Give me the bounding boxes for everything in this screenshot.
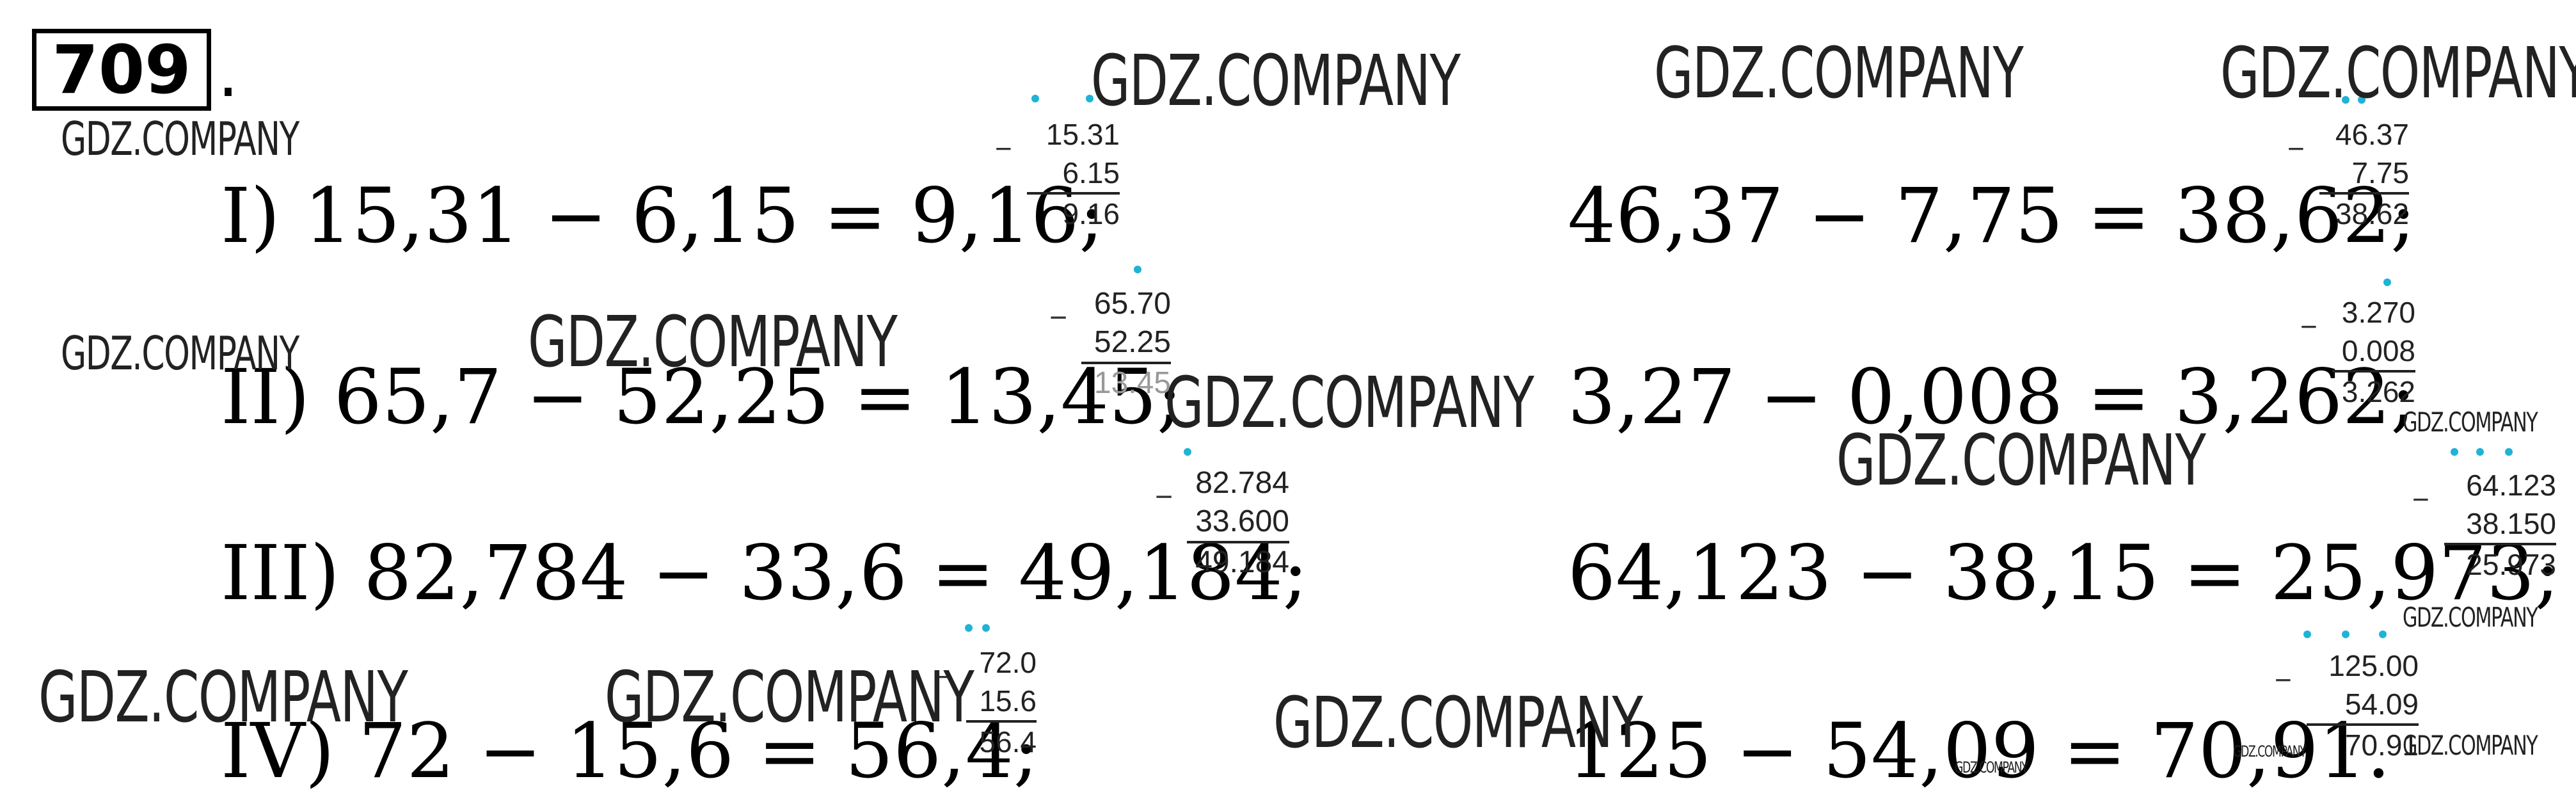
- equation-1: I) 15,31 − 6,15 = 9,16;: [221, 172, 1104, 260]
- minuend: 125.00: [2328, 649, 2419, 682]
- minus-sign: −: [1049, 301, 1068, 335]
- watermark: GDZ.COMPANY: [38, 656, 408, 738]
- subtrahend: 0.008: [2341, 334, 2415, 367]
- watermark: GDZ.COMPANY: [605, 656, 974, 738]
- watermark: GDZ.COMPANY: [2403, 730, 2538, 761]
- carry-dot: [2476, 448, 2484, 456]
- minus-sign: −: [995, 132, 1012, 165]
- difference: 38.62: [2319, 192, 2409, 233]
- carry-dot: [2379, 630, 2387, 638]
- carry-dot: [1031, 95, 1039, 102]
- watermark: GDZ.COMPANY: [1654, 32, 2024, 114]
- difference: 3.262: [2332, 370, 2415, 411]
- minus-sign: −: [934, 660, 951, 693]
- minus-sign: −: [2300, 310, 2318, 343]
- subtrahend: 33.600: [1195, 504, 1289, 538]
- subtrahend: 6.15: [1062, 156, 1120, 189]
- equation-3: III) 82,784 − 33,6 = 49,184;: [221, 529, 1308, 617]
- watermark: GDZ.COMPANY: [2403, 406, 2538, 438]
- minus-sign: −: [2287, 132, 2305, 165]
- difference: 56.4: [966, 720, 1037, 761]
- column-subtraction-6: − 3.270 0.008 3.262: [2300, 293, 2415, 411]
- watermark: GDZ.COMPANY: [2220, 32, 2576, 114]
- watermark: GDZ.COMPANY: [61, 112, 299, 166]
- carry-dot: [965, 624, 973, 632]
- column-subtraction-5: − 46.37 7.75 38.62: [2287, 115, 2409, 233]
- carry-dot: [2383, 278, 2391, 286]
- carry-dot: [1184, 448, 1191, 456]
- carry-dot: [1134, 266, 1141, 273]
- carry-dot: [2303, 630, 2311, 638]
- difference: 9.16: [1027, 192, 1120, 233]
- subtrahend: 38.150: [2466, 507, 2556, 540]
- column-subtraction-2: − 65.70 52.25 13.45: [1049, 285, 1171, 403]
- subtrahend: 7.75: [2351, 156, 2409, 189]
- subtrahend: 15.6: [979, 684, 1037, 718]
- minuend: 64.123: [2466, 469, 2556, 502]
- column-subtraction-8: − 125.00 54.09 70.91: [2275, 646, 2419, 764]
- minus-sign: −: [2275, 663, 2292, 696]
- task-number-dot: .: [218, 34, 239, 112]
- watermark: GDZ.COMPANY: [61, 326, 299, 380]
- subtrahend: 54.09: [2344, 687, 2419, 721]
- carry-dot: [2342, 630, 2349, 638]
- watermark: GDZ.COMPANY: [2233, 743, 2307, 760]
- minus-sign: −: [2412, 483, 2429, 516]
- minuend: 65.70: [1093, 287, 1171, 321]
- equation-2: II) 65,7 − 52,25 = 13,45;: [221, 353, 1182, 441]
- minuend: 82.784: [1195, 466, 1289, 500]
- minuend: 72.0: [979, 646, 1037, 679]
- minuend: 15.31: [1046, 118, 1120, 151]
- watermark: GDZ.COMPANY: [528, 301, 898, 383]
- equation-7: 64,123 − 38,15 = 25,973;: [1568, 529, 2561, 617]
- carry-dot: [982, 624, 990, 632]
- task-number-badge: 709 .: [32, 29, 239, 112]
- difference: 13.45: [1081, 362, 1171, 403]
- carry-dot: [1086, 95, 1093, 102]
- watermark: GDZ.COMPANY: [1091, 40, 1461, 122]
- watermark: GDZ.COMPANY: [1836, 419, 2206, 501]
- column-subtraction-7: − 64.123 38.150 25.973: [2412, 466, 2556, 584]
- watermark: GDZ.COMPANY: [2403, 602, 2538, 633]
- watermark: GDZ.COMPANY: [1955, 759, 2028, 776]
- carry-dot: [2505, 448, 2513, 456]
- task-number: 709: [32, 29, 211, 111]
- difference: 25.973: [2444, 543, 2556, 584]
- column-subtraction-4: − 72.0 15.6 56.4: [934, 643, 1037, 761]
- difference: 49.184: [1187, 541, 1289, 582]
- carry-dot: [2358, 96, 2365, 104]
- watermark: GDZ.COMPANY: [1165, 362, 1534, 444]
- column-subtraction-1: − 15.31 6.15 9.16: [995, 115, 1120, 233]
- equation-5: 46,37 − 7,75 = 38,62;: [1568, 172, 2416, 260]
- minuend: 46.37: [2335, 118, 2409, 151]
- watermark: GDZ.COMPANY: [1273, 682, 1643, 764]
- carry-dot: [2342, 96, 2349, 104]
- carry-dot: [2451, 448, 2458, 456]
- minus-sign: −: [1155, 480, 1173, 514]
- equation-4: IV) 72 − 15,6 = 56,4;: [221, 707, 1039, 795]
- subtrahend: 52.25: [1093, 325, 1171, 359]
- minuend: 3.270: [2341, 296, 2415, 329]
- column-subtraction-3: − 82.784 33.600 49.184: [1155, 464, 1289, 582]
- equation-6: 3,27 − 0,008 = 3,262;: [1568, 353, 2416, 441]
- difference: 70.91: [2307, 723, 2419, 764]
- equation-8: 125 − 54,09 = 70,91.: [1568, 707, 2391, 795]
